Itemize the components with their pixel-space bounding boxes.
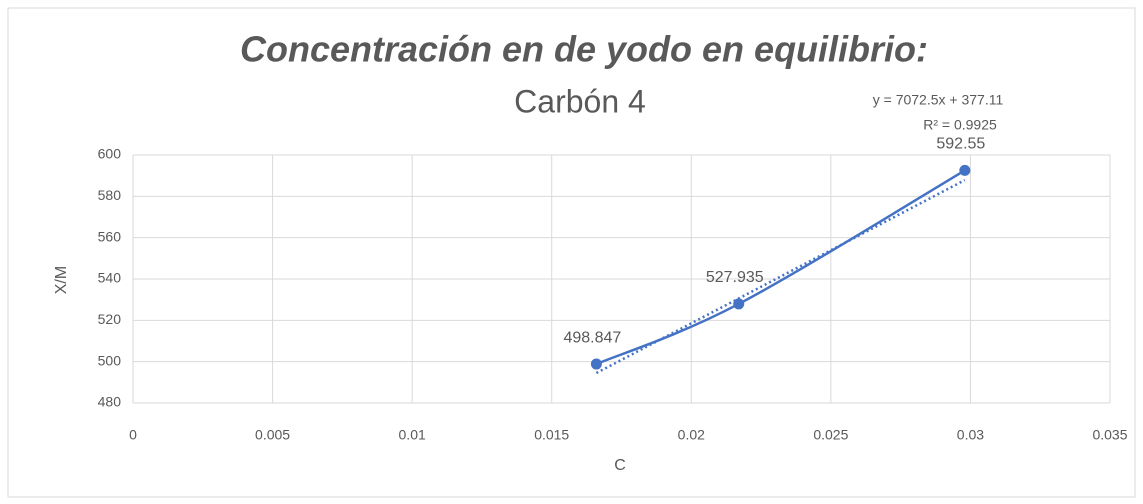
data-label: 592.55 [936,136,985,153]
data-point [590,358,602,370]
y-tick-label: 540 [98,270,122,286]
trendline-r2: R² = 0.9925 [923,117,997,133]
chart-title: Concentración en de yodo en equilibrio: [240,29,928,70]
x-tick-label: 0 [129,427,137,443]
x-tick-label: 0.02 [678,427,705,443]
trendline-equation: y = 7072.5x + 377.11 [873,92,1004,108]
x-tick-label: 0.025 [813,427,848,443]
trendline [595,178,966,375]
x-axis-title: C [614,457,626,474]
chart-subtitle: Carbón 4 [514,83,646,119]
y-tick-label: 500 [98,352,122,368]
x-tick-label: 0.03 [957,427,984,443]
x-tick-label: 0.035 [1092,427,1127,443]
data-label: 527.935 [706,269,764,286]
data-point [733,298,745,310]
x-tick-label: 0.015 [534,427,569,443]
y-tick-label: 600 [98,146,122,162]
y-tick-label: 520 [98,311,122,327]
x-tick-label: 0.01 [399,427,426,443]
series-line [595,169,966,366]
y-axis-title: X/M [53,266,70,294]
data-point [959,164,971,176]
y-tick-label: 480 [98,394,122,410]
chart-frame [7,7,1136,498]
y-tick-label: 560 [98,228,122,244]
data-label: 498.847 [563,329,621,346]
y-tick-label: 580 [98,187,122,203]
x-tick-label: 0.005 [255,427,290,443]
